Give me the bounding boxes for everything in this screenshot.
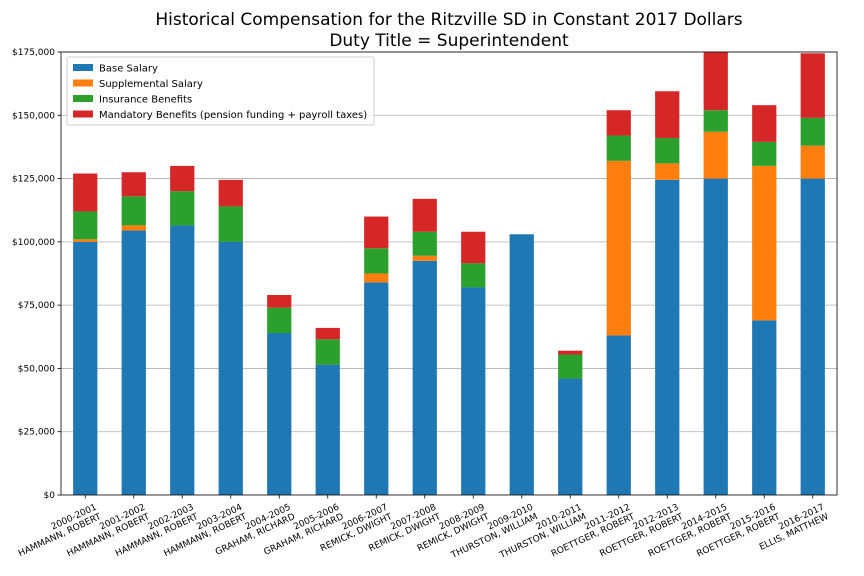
bar-segment [606, 160, 631, 336]
bar-segment [267, 295, 292, 308]
bar-segment [655, 163, 680, 180]
bar-segment [655, 91, 680, 139]
chart-title: Historical Compensation for the Ritzvill… [155, 10, 742, 30]
legend-label: Mandatory Benefits (pension funding + pa… [99, 110, 367, 121]
y-tick-label: $25,000 [18, 428, 55, 438]
bar-segment [606, 110, 631, 136]
bar-segment [315, 339, 340, 365]
bar-segment [800, 117, 825, 146]
x-tick-label: 2000-2001HAMMANN, ROBERT [13, 502, 104, 560]
x-tick-text: 2000-2001HAMMANN, ROBERT [13, 502, 104, 559]
bar-segment [73, 241, 98, 495]
y-tick-label: $100,000 [12, 238, 55, 248]
bar-segment [315, 327, 340, 340]
legend-swatch [73, 110, 93, 118]
bar-segment [364, 216, 389, 249]
y-tick-label: $75,000 [18, 301, 55, 311]
bar-segment [364, 282, 389, 495]
chart-subtitle: Duty Title = Superintendent [329, 31, 569, 51]
legend-label: Insurance Benefits [99, 95, 192, 106]
bar-segment [218, 241, 243, 495]
bar-segment [800, 178, 825, 496]
legend-box [66, 56, 375, 126]
bar-segment [558, 354, 583, 379]
bar-segment [752, 105, 777, 142]
bar-segment [461, 287, 486, 495]
bar-segment [121, 230, 146, 496]
bar-segment [752, 320, 777, 495]
bar-segment [800, 145, 825, 179]
bar-segment [170, 165, 195, 192]
bar-segment [364, 248, 389, 274]
bar-segment [364, 273, 389, 283]
bar-segment [121, 172, 146, 197]
bar-segment [703, 110, 728, 132]
bar-segment [121, 225, 146, 231]
bar-segment [606, 135, 631, 161]
bar-segment [752, 165, 777, 321]
bar-segment [73, 239, 98, 242]
bar-segment [267, 332, 292, 495]
bar-segment [121, 196, 146, 226]
legend: Base Salary Supplemental Salary Insurance … [66, 56, 375, 126]
y-tick-label: $150,000 [12, 111, 55, 121]
bar-segment [73, 211, 98, 240]
bar-segment [267, 307, 292, 333]
bar-segment [412, 255, 437, 261]
bar-segment [655, 138, 680, 164]
bar-segment [509, 234, 534, 495]
bar-segment [655, 179, 680, 495]
bar-segment [606, 335, 631, 495]
y-tick-label: $175,000 [12, 48, 55, 58]
bar-segment [170, 225, 195, 495]
bar-segment [558, 350, 583, 355]
plot-frame [60, 51, 838, 496]
bar-segment [218, 179, 243, 207]
legend-label: Base Salary [99, 64, 158, 75]
bar-segment [412, 260, 437, 495]
legend-label: Supplemental Salary [99, 79, 203, 90]
y-tick-label: $0 [44, 491, 56, 501]
y-tick-label: $125,000 [12, 175, 55, 185]
bar-segment [558, 378, 583, 495]
bar-segment [412, 231, 437, 256]
bar-segment [315, 364, 340, 495]
bar-segment [703, 178, 728, 496]
y-tick-label: $50,000 [18, 364, 55, 374]
bar-segment [73, 173, 98, 212]
legend-swatch [73, 95, 93, 102]
bar-segment [218, 206, 243, 242]
bar-segment [461, 231, 486, 264]
bars [73, 52, 825, 496]
bar-segment [800, 53, 825, 118]
bar-segment [703, 52, 728, 111]
legend-swatch [73, 64, 93, 71]
bar-segment [703, 131, 728, 179]
legend-swatch [73, 79, 93, 87]
bar-segment [752, 141, 777, 166]
bar-segment [170, 191, 195, 226]
bar-segment [461, 263, 486, 288]
bar-segment [412, 198, 437, 232]
